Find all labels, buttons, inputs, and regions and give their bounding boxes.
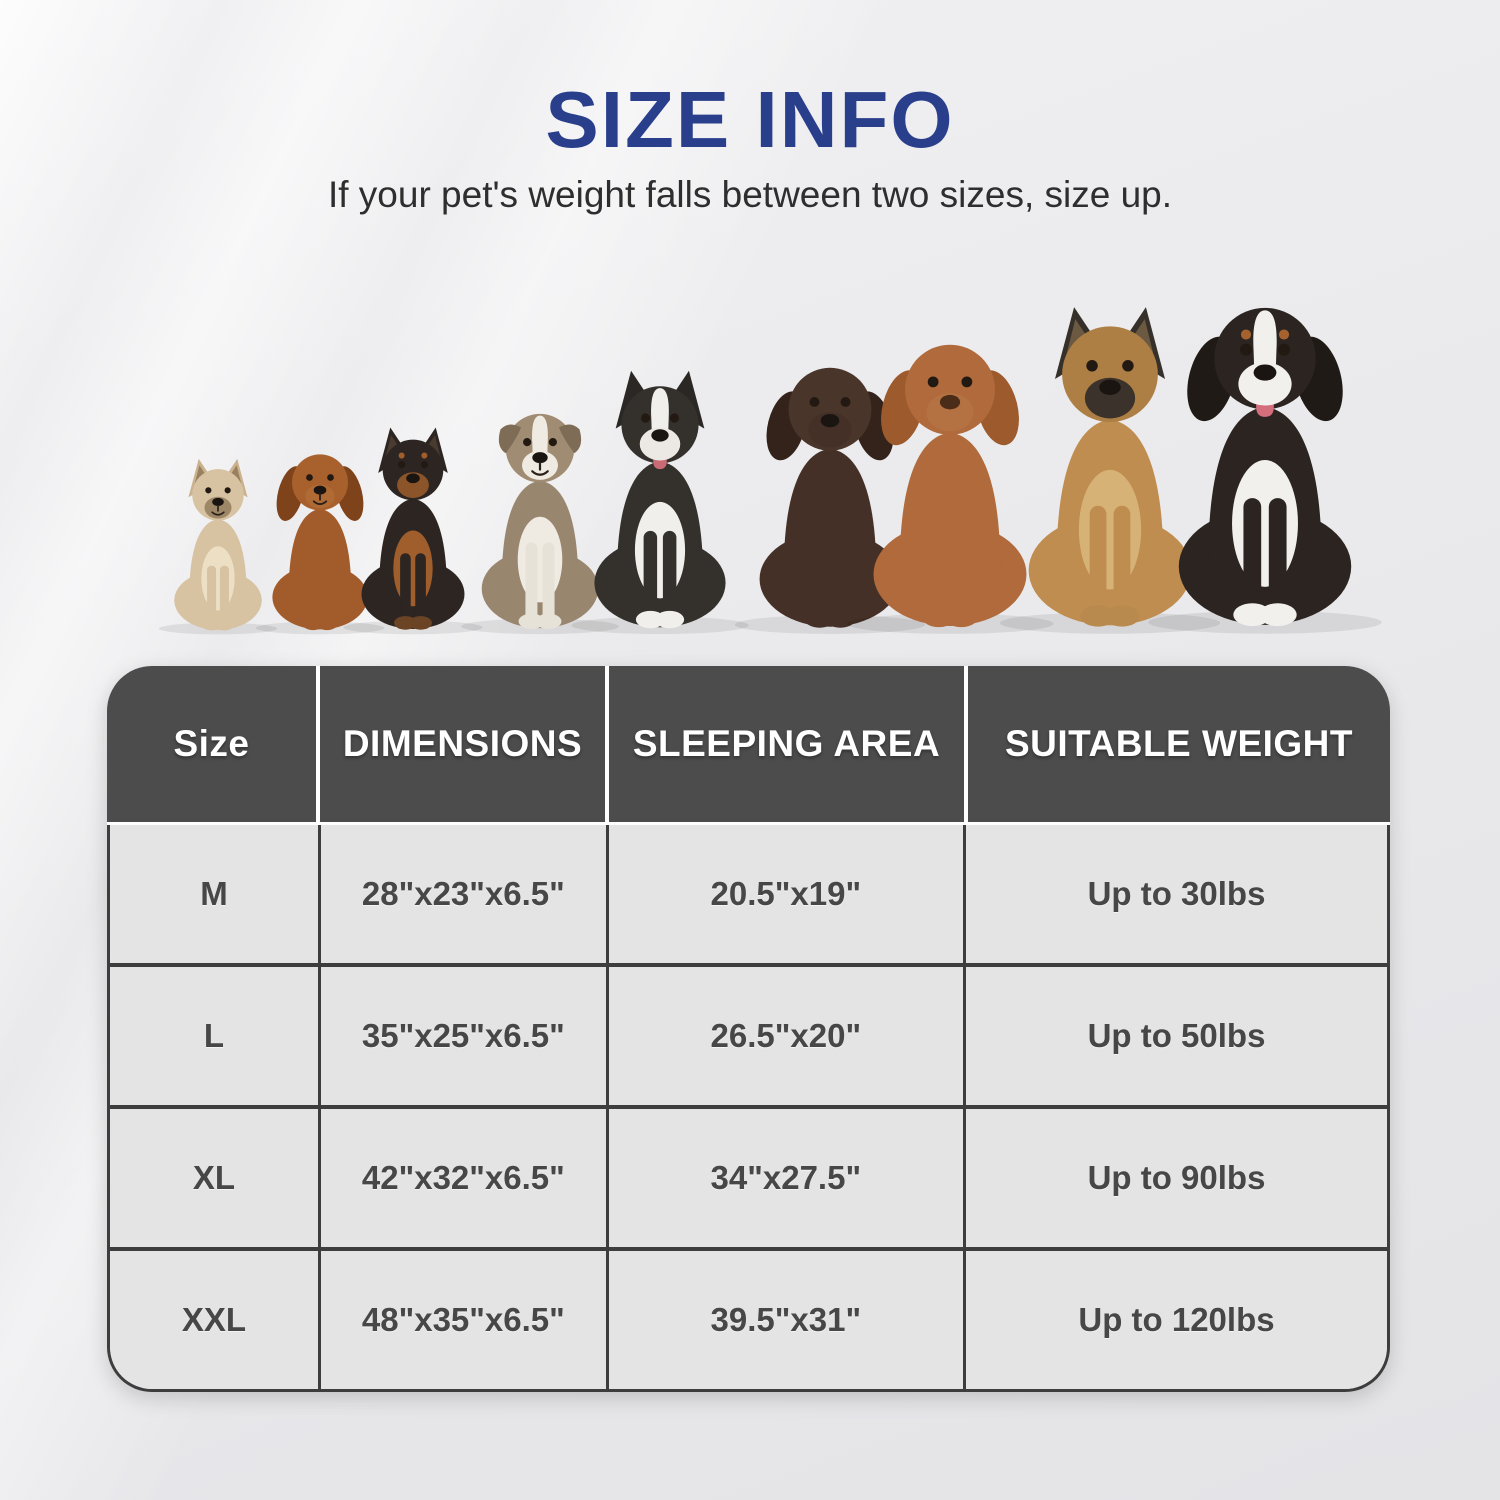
cell-size: M: [110, 825, 319, 963]
size-table-body: M 28"x23"x6.5" 20.5"x19" Up to 30lbs L 3…: [107, 825, 1390, 1392]
cell-dimensions: 28"x23"x6.5": [318, 825, 606, 963]
header-body-divider: [107, 822, 1390, 825]
table-row-xxl: XXL 48"x35"x6.5" 39.5"x31" Up to 120lbs: [110, 1247, 1387, 1389]
dog-bernese-mountain-dog: [1148, 307, 1382, 634]
table-row-xl: XL 42"x32"x6.5" 34"x27.5" Up to 90lbs: [110, 1105, 1387, 1247]
cell-sleeping-area: 20.5"x19": [605, 825, 963, 963]
table-row-l: L 35"x25"x6.5" 26.5"x20" Up to 50lbs: [110, 963, 1387, 1105]
dog-vizsla: [846, 344, 1054, 634]
dog-cavalier-king-charles-spaniel: [255, 454, 385, 635]
header-dimensions: DIMENSIONS: [316, 666, 605, 822]
cell-dimensions: 48"x35"x6.5": [318, 1251, 606, 1389]
dog-miniature-pinscher: [343, 427, 483, 635]
dog-chocolate-labrador: [734, 367, 926, 634]
cell-dimensions: 35"x25"x6.5": [318, 967, 606, 1105]
cell-dimensions: 42"x32"x6.5": [318, 1109, 606, 1247]
cell-size: L: [110, 967, 319, 1105]
dog-lineup-illustration: [0, 250, 1500, 650]
table-row-m: M 28"x23"x6.5" 20.5"x19" Up to 30lbs: [110, 825, 1387, 963]
dog-german-shepherd: [999, 307, 1221, 634]
size-table-header: Size DIMENSIONS SLEEPING AREA SUITABLE W…: [107, 666, 1390, 822]
size-table: Size DIMENSIONS SLEEPING AREA SUITABLE W…: [107, 666, 1390, 1392]
dog-lineup-svg: [158, 307, 1382, 635]
cell-sleeping-area: 34"x27.5": [605, 1109, 963, 1247]
cell-suitable-weight: Up to 120lbs: [962, 1251, 1387, 1389]
header-suitable-weight: SUITABLE WEIGHT: [964, 666, 1390, 822]
cell-size: XL: [110, 1109, 319, 1247]
cell-suitable-weight: Up to 50lbs: [962, 967, 1387, 1105]
page-subtitle: If your pet's weight falls between two s…: [327, 174, 1173, 215]
cell-suitable-weight: Up to 90lbs: [962, 1109, 1387, 1247]
cell-size: XXL: [110, 1251, 319, 1389]
cell-sleeping-area: 26.5"x20": [605, 967, 963, 1105]
header-sleeping-area: SLEEPING AREA: [605, 666, 964, 822]
header-size: Size: [107, 666, 316, 822]
page-title: SIZE INFO: [545, 75, 955, 164]
cell-sleeping-area: 39.5"x31": [605, 1251, 963, 1389]
dog-english-bulldog: [461, 413, 619, 635]
dog-border-collie: [571, 370, 749, 635]
dog-french-bulldog: [158, 458, 278, 635]
cell-suitable-weight: Up to 30lbs: [962, 825, 1387, 963]
